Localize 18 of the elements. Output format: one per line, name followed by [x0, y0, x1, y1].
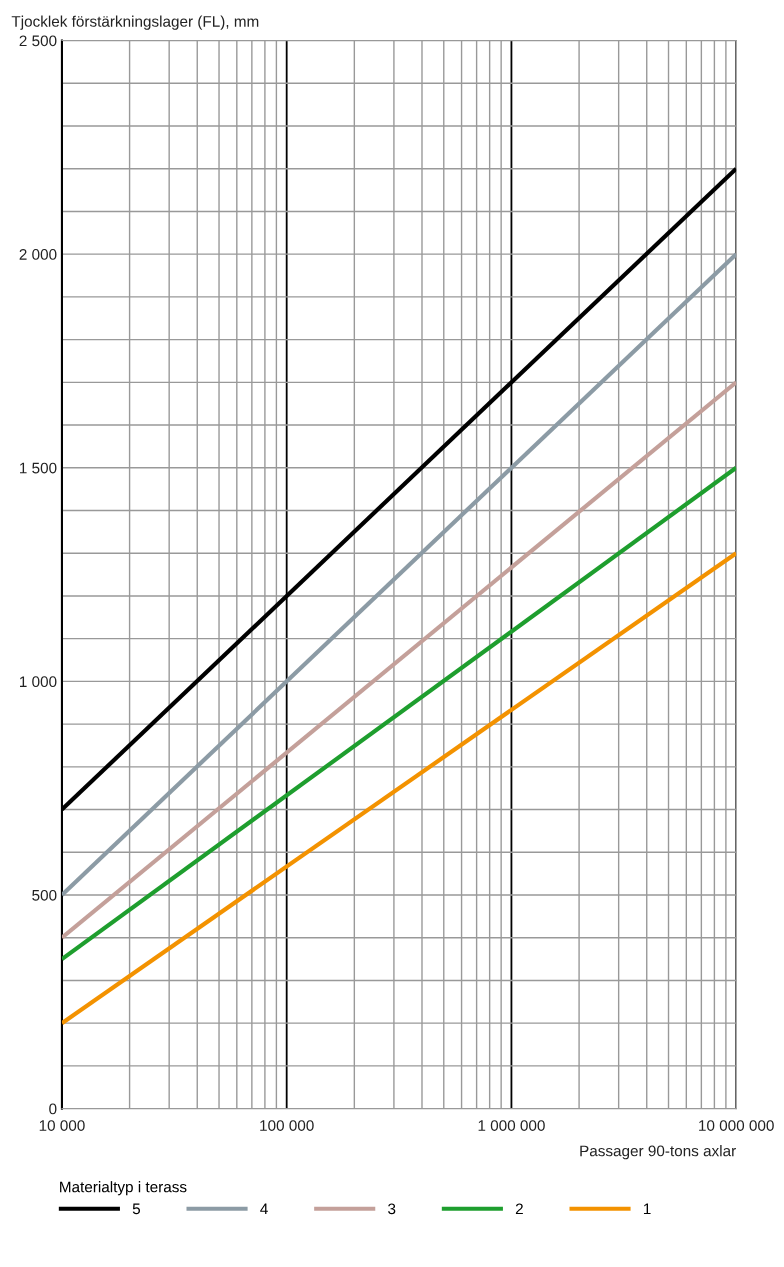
y-tick-label: 500	[32, 889, 57, 901]
legend-label: 5	[132, 1203, 141, 1215]
legend-label: 1	[643, 1203, 651, 1215]
x-tick-label: 1 000 000	[478, 1120, 545, 1131]
x-tick-label: 10 000	[39, 1120, 85, 1131]
legend-label: 3	[388, 1203, 396, 1215]
y-tick-label: 2 500	[19, 35, 57, 47]
legend-label: 4	[260, 1203, 268, 1215]
x-tick-label: 100 000	[260, 1120, 314, 1131]
y-tick-label: 1 500	[20, 462, 57, 474]
legend-label: 2	[515, 1203, 523, 1215]
y-tick-label: 2 000	[19, 249, 57, 260]
y-tick-label: 0	[49, 1103, 57, 1115]
legend-title: Materialtyp i terass	[60, 1181, 187, 1196]
y-axis-title: Tjocklek förstärkningslager (FL), mm	[11, 15, 259, 30]
x-axis-title: Passager 90-tons axlar	[580, 1145, 736, 1160]
y-tick-label: 1 000	[20, 676, 57, 688]
x-tick-label: 10 000 000	[699, 1120, 774, 1131]
